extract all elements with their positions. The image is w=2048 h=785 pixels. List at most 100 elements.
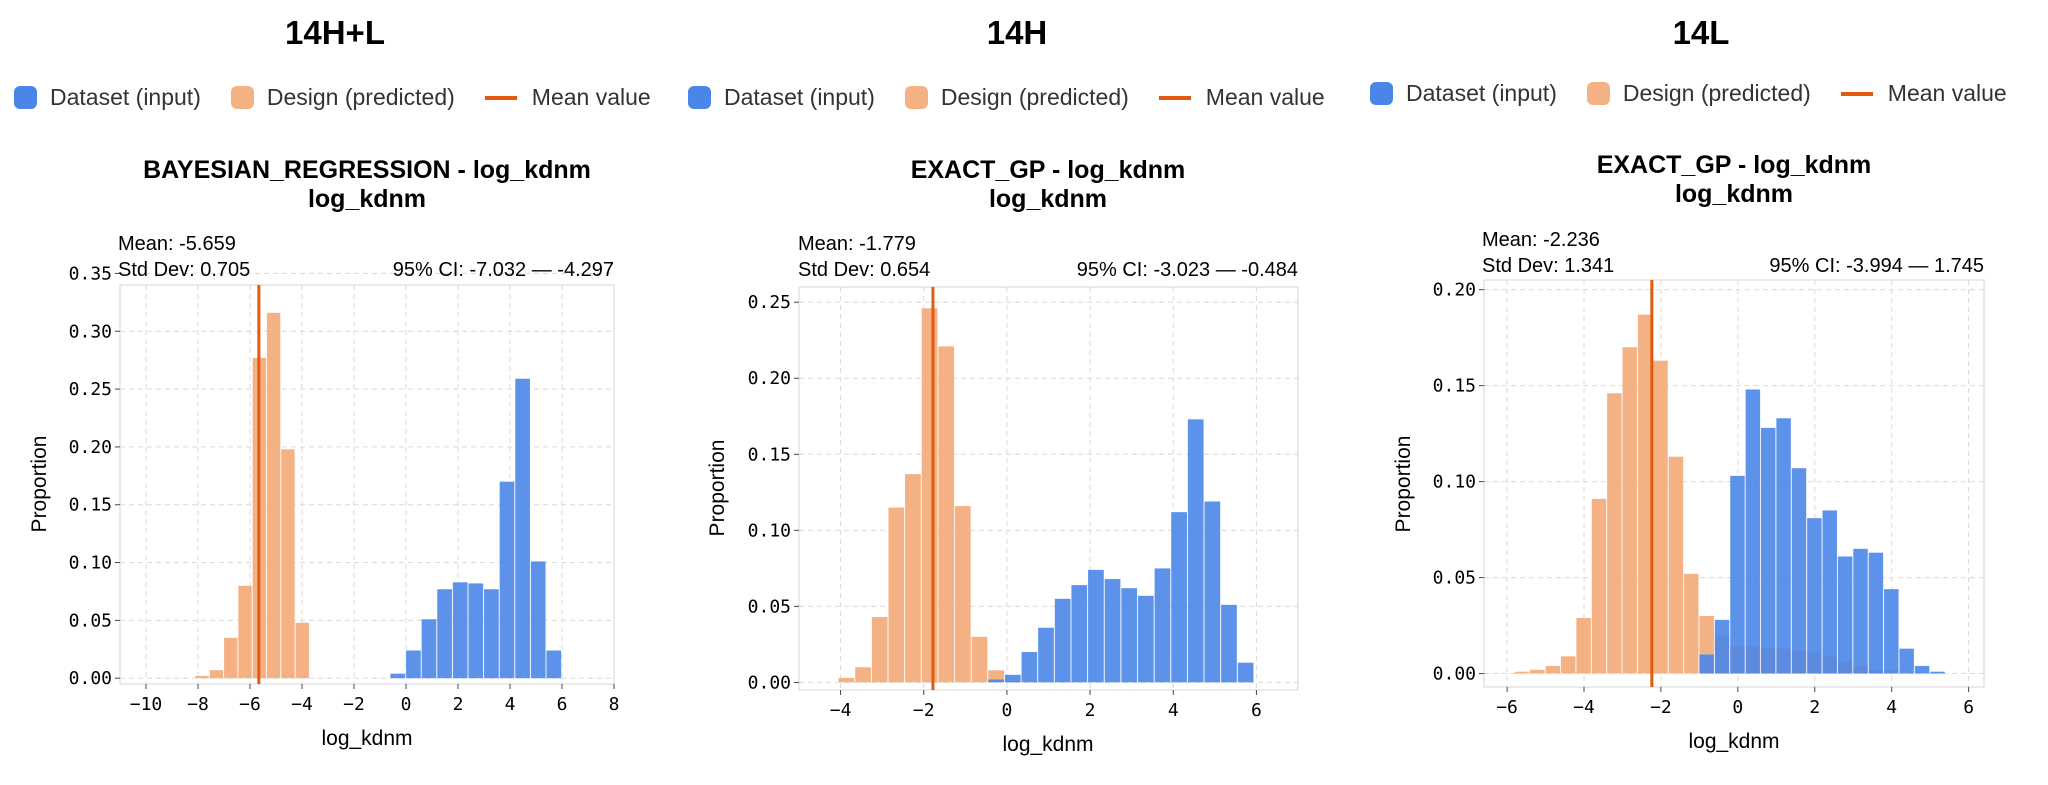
design-bar [1514,671,1530,674]
legend-label: Design (predicted) [266,84,455,110]
design-bar [954,505,972,683]
dataset-bar [1170,511,1188,683]
legend-item-design[interactable]: Design (predicted) [230,84,455,111]
x-tick-label: 0 [1001,700,1012,721]
design-bar [266,312,281,679]
design-bar [888,507,905,683]
design-bar [838,677,855,683]
bars-group [195,285,562,684]
dataset-bar [1760,427,1776,674]
dataset-bar [1776,417,1792,674]
chart-subtitle: log_kdnm [1675,180,1793,208]
dataset-bar [1791,467,1807,674]
y-tick-label: 0.35 [69,263,112,284]
x-tick-label: −8 [187,694,209,715]
x-tick-label: −2 [913,700,935,721]
design-bar [209,669,224,679]
design-bar [938,346,955,683]
y-tick-label: 0.00 [1433,664,1476,685]
dataset-bar [1054,598,1071,683]
legend-item-dataset[interactable]: Dataset (input) [14,84,201,111]
design-bar [1545,665,1561,674]
bars-group [838,287,1254,690]
panel-title: 14H [986,14,1048,51]
y-tick-label: 0.10 [69,553,112,574]
legend-label: Design (predicted) [1622,80,1811,106]
legend-item-mean[interactable]: Mean value [484,84,651,111]
y-tick-label: 0.20 [748,368,791,389]
x-tick-label: 4 [505,694,516,715]
x-tick-label: −4 [1573,697,1595,718]
dataset-bar [1914,665,1930,674]
dataset-bar [1822,510,1838,674]
std-stat: Std Dev: 0.705 [118,259,250,281]
design-bar [195,675,210,679]
legend-item-design[interactable]: Design (predicted) [1586,80,1811,107]
design-swatch [230,86,254,109]
dataset-bar [436,588,453,679]
dataset-bar [514,378,531,679]
dataset-bar [1104,578,1121,683]
dataset-bar [421,618,437,679]
design-bar [1576,617,1592,674]
chart-panel-14hl: 14H+L Dataset (input) Design (predicted)… [0,0,682,785]
y-tick-label: 0.00 [748,672,791,693]
dataset-bar [1852,548,1869,674]
mean-stat: Mean: -1.779 [798,233,916,255]
legend-item-dataset[interactable]: Dataset (input) [688,84,875,111]
dataset-bar [1714,619,1730,674]
ci-stat: 95% CI: -3.994 — 1.745 [1769,255,1984,277]
legend-item-design[interactable]: Design (predicted) [904,84,1129,111]
dataset-bar [1806,517,1822,674]
histogram-plot: EXACT_GP - log_kdnm log_kdnm Mean: -1.77… [706,156,1299,756]
x-tick-label: −6 [1496,697,1518,718]
mean-swatch [1840,91,1873,96]
legend: Dataset (input) Design (predicted) Mean … [1370,80,2037,107]
design-bar [1622,346,1638,674]
plot-frame [1483,279,1985,688]
mean-stat: Mean: -5.659 [118,233,236,255]
chart-title: EXACT_GP - log_kdnm [911,156,1186,184]
legend-item-mean[interactable]: Mean value [1158,84,1325,111]
dataset-bar [452,581,468,679]
plot-frame [798,286,1299,691]
design-bar [238,585,253,679]
dataset-bar [483,588,500,679]
design-swatch [904,86,928,109]
x-tick-label: −6 [239,694,261,715]
chart-subtitle: log_kdnm [308,185,426,213]
legend-item-dataset[interactable]: Dataset (input) [1370,80,1557,107]
dataset-bar [1220,604,1238,683]
dataset-bar [1699,654,1715,674]
design-swatch [1586,82,1610,105]
legend-item-mean[interactable]: Mean value [1840,80,2007,107]
x-tick-label: 0 [401,694,412,715]
legend-label: Mean value [531,84,651,110]
x-axis-label: log_kdnm [1002,733,1093,756]
design-bar [1683,573,1699,674]
mean-swatch [484,95,517,100]
y-tick-label: 0.15 [1433,376,1476,397]
dataset-bar [1154,568,1171,683]
dataset-bar [1087,569,1105,683]
y-tick-label: 0.05 [748,596,791,617]
y-tick-label: 0.00 [69,668,112,689]
dataset-bar [1021,651,1038,683]
dataset-bar [405,650,422,679]
legend: Dataset (input) Design (predicted) Mean … [688,84,1355,111]
x-tick-label: 4 [1886,697,1897,718]
legend-label: Dataset (input) [1406,80,1557,106]
histogram-plot: BAYESIAN_REGRESSION - log_kdnm log_kdnm … [28,156,620,750]
y-tick-label: 0.10 [748,520,791,541]
y-tick-label: 0.15 [69,495,112,516]
design-bar [904,473,922,683]
legend-label: Mean value [1205,84,1325,110]
panel-title: 14H+L [285,14,385,51]
x-tick-label: 8 [609,694,620,715]
y-tick-label: 0.05 [1433,568,1476,589]
design-bar [295,622,310,679]
legend-label: Dataset (input) [50,84,201,110]
dataset-bar [1137,595,1154,683]
histogram-plot: EXACT_GP - log_kdnm log_kdnm Mean: -2.23… [1392,151,1985,753]
dataset-bar [499,481,515,679]
